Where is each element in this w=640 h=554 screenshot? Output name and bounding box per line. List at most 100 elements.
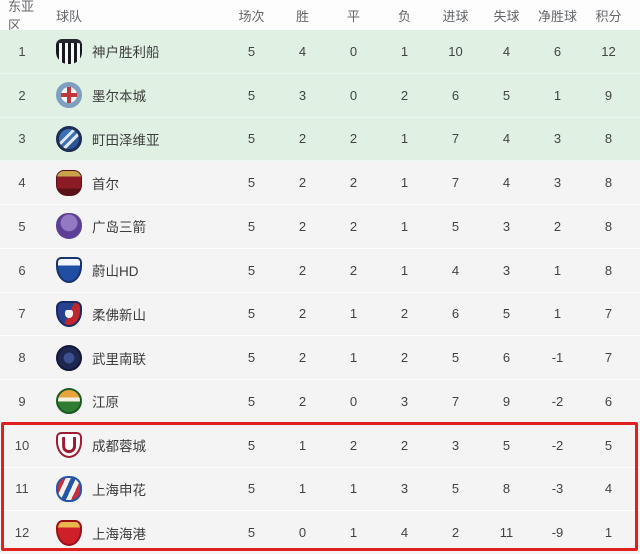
team-cell: 广岛三箭	[44, 213, 226, 240]
goals-against-cell: 3	[502, 218, 511, 234]
goals-for-cell: 6	[451, 87, 460, 103]
header-team: 球队	[56, 8, 83, 24]
team-name: 神户胜利船	[92, 45, 160, 61]
goals-against-cell: 8	[502, 481, 511, 497]
played-cell: 5	[247, 262, 256, 278]
table-row[interactable]: 10 成都蓉城 5 1 2 2 3 5 -2 5	[0, 423, 640, 468]
points-cell: 4	[604, 481, 613, 497]
team-name: 柔佛新山	[92, 307, 146, 323]
table-header: 东亚区 球队 场次 胜 平 负 进球 失球 净胜球 积分	[0, 0, 640, 33]
played-cell: 5	[247, 437, 256, 453]
draws-cell: 0	[349, 393, 358, 409]
header-draws: 平	[346, 8, 360, 24]
goals-for-cell: 7	[451, 393, 460, 409]
table-row[interactable]: 1 神户胜利船 5 4 0 1 10 4 6 12	[0, 30, 640, 74]
rank-cell: 10	[14, 437, 30, 453]
goal-diff-cell: 1	[553, 306, 562, 322]
wins-cell: 2	[298, 218, 307, 234]
losses-cell: 3	[400, 481, 409, 497]
goals-against-cell: 6	[502, 350, 511, 366]
wins-cell: 3	[298, 87, 307, 103]
draws-cell: 1	[349, 306, 358, 322]
rank-cell: 9	[18, 393, 26, 409]
table-row[interactable]: 2 墨尔本城 5 3 0 2 6 5 1 9	[0, 73, 640, 118]
table-row[interactable]: 11 上海申花 5 1 1 3 5 8 -3 4	[0, 467, 640, 512]
losses-cell: 2	[400, 306, 409, 322]
team-badge-icon	[56, 475, 82, 502]
header-goals-for: 进球	[442, 8, 469, 24]
table-body: 1 神户胜利船 5 4 0 1 10 4 6 12 2 墨尔本城 5 3 0 2	[0, 30, 640, 554]
losses-cell: 1	[400, 262, 409, 278]
goal-diff-cell: 6	[553, 43, 562, 59]
goals-for-cell: 4	[451, 262, 460, 278]
played-cell: 5	[247, 43, 256, 59]
goals-against-cell: 5	[502, 306, 511, 322]
points-cell: 8	[604, 131, 613, 147]
table-row[interactable]: 3 町田泽维亚 5 2 2 1 7 4 3 8	[0, 117, 640, 162]
losses-cell: 1	[400, 43, 409, 59]
played-cell: 5	[247, 350, 256, 366]
table-row[interactable]: 9 江原 5 2 0 3 7 9 -2 6	[0, 380, 640, 424]
wins-cell: 2	[298, 350, 307, 366]
goals-for-cell: 10	[448, 43, 463, 59]
goal-diff-cell: 1	[553, 262, 562, 278]
points-cell: 6	[604, 393, 613, 409]
points-cell: 1	[604, 525, 613, 541]
draws-cell: 2	[349, 218, 358, 234]
goals-against-cell: 4	[502, 43, 511, 59]
goal-diff-cell: 2	[553, 218, 562, 234]
rank-cell: 11	[15, 481, 29, 497]
draws-cell: 2	[349, 131, 358, 147]
losses-cell: 3	[400, 393, 409, 409]
points-cell: 7	[604, 350, 613, 366]
header-played: 场次	[238, 8, 265, 24]
header-losses: 负	[397, 8, 411, 24]
points-cell: 9	[604, 87, 613, 103]
draws-cell: 0	[349, 43, 358, 59]
rank-cell: 4	[18, 175, 26, 191]
played-cell: 5	[247, 218, 256, 234]
rank-cell: 12	[14, 525, 30, 541]
team-badge-icon	[56, 432, 82, 459]
header-zone: 东亚区	[8, 0, 35, 33]
played-cell: 5	[247, 175, 256, 191]
team-cell: 神户胜利船	[44, 38, 226, 64]
played-cell: 5	[247, 306, 256, 322]
header-points: 积分	[595, 8, 622, 24]
team-cell: 江原	[44, 388, 226, 415]
goal-diff-cell: -2	[551, 437, 564, 453]
points-cell: 8	[604, 218, 613, 234]
team-badge-icon	[56, 388, 82, 415]
losses-cell: 2	[400, 350, 409, 366]
goals-for-cell: 5	[451, 481, 460, 497]
team-badge-icon	[56, 519, 82, 546]
played-cell: 5	[247, 87, 256, 103]
points-cell: 5	[604, 437, 613, 453]
goal-diff-cell: -3	[551, 481, 564, 497]
wins-cell: 2	[298, 262, 307, 278]
draws-cell: 0	[349, 87, 358, 103]
table-row[interactable]: 7 柔佛新山 5 2 1 2 6 5 1 7	[0, 292, 640, 337]
table-row[interactable]: 8 武里南联 5 2 1 2 5 6 -1 7	[0, 336, 640, 380]
table-row[interactable]: 4 首尔 5 2 2 1 7 4 3 8	[0, 161, 640, 205]
wins-cell: 2	[298, 393, 307, 409]
team-badge-icon	[56, 213, 82, 240]
goals-against-cell: 11	[499, 525, 514, 541]
points-cell: 8	[604, 262, 613, 278]
header-goals-against: 失球	[493, 8, 520, 24]
draws-cell: 2	[349, 262, 358, 278]
table-row[interactable]: 6 蔚山HD 5 2 2 1 4 3 1 8	[0, 248, 640, 293]
team-cell: 武里南联	[44, 344, 226, 371]
team-cell: 柔佛新山	[44, 300, 226, 327]
header-wins: 胜	[295, 8, 309, 24]
draws-cell: 2	[349, 175, 358, 191]
team-name: 江原	[92, 395, 119, 411]
team-cell: 上海申花	[44, 475, 226, 502]
table-row[interactable]: 12 上海海港 5 0 1 4 2 11 -9 1	[0, 511, 640, 554]
rank-cell: 1	[18, 43, 26, 59]
team-name: 成都蓉城	[92, 439, 146, 455]
team-name: 首尔	[92, 176, 119, 192]
team-name: 墨尔本城	[92, 89, 146, 105]
goals-for-cell: 3	[451, 437, 460, 453]
table-row[interactable]: 5 广岛三箭 5 2 2 1 5 3 2 8	[0, 205, 640, 249]
